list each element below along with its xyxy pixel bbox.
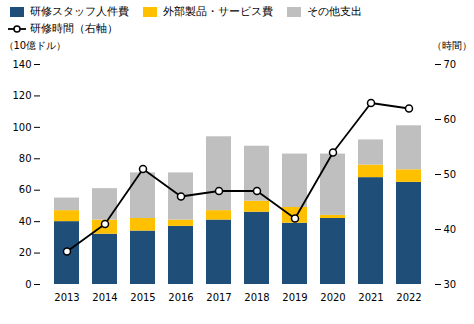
svg-text:2015: 2015 xyxy=(130,292,155,303)
svg-text:2020: 2020 xyxy=(320,292,345,303)
svg-text:40: 40 xyxy=(444,224,457,235)
svg-text:60: 60 xyxy=(444,114,457,125)
svg-text:2019: 2019 xyxy=(282,292,307,303)
svg-text:30: 30 xyxy=(444,279,457,290)
svg-text:40: 40 xyxy=(19,216,32,227)
svg-text:（10億ドル）: （10億ドル） xyxy=(4,40,67,51)
svg-text:2013: 2013 xyxy=(54,292,79,303)
svg-text:0: 0 xyxy=(25,279,31,290)
svg-text:20: 20 xyxy=(19,247,32,258)
svg-text:100: 100 xyxy=(12,122,31,133)
svg-text:60: 60 xyxy=(19,184,32,195)
svg-text:70: 70 xyxy=(444,59,457,70)
svg-text:2016: 2016 xyxy=(168,292,193,303)
svg-text:2022: 2022 xyxy=(396,292,421,303)
html-text:研修スタッフ人件費: 研修スタッフ人件費 xyxy=(30,5,129,18)
svg-text:80: 80 xyxy=(19,153,32,164)
svg-text:（時間）: （時間） xyxy=(432,40,472,51)
svg-text:2021: 2021 xyxy=(358,292,383,303)
svg-text:140: 140 xyxy=(12,59,31,70)
svg-text:2018: 2018 xyxy=(244,292,269,303)
svg-text:50: 50 xyxy=(444,169,457,180)
svg-text:120: 120 xyxy=(12,90,31,101)
html-text:外部製品・サービス費: 外部製品・サービス費 xyxy=(163,5,273,18)
html-text:研修時間（右軸）: 研修時間（右軸） xyxy=(30,22,118,35)
html-text:その他支出: その他支出 xyxy=(307,5,362,18)
svg-text:2017: 2017 xyxy=(206,292,231,303)
svg-text:2014: 2014 xyxy=(92,292,117,303)
